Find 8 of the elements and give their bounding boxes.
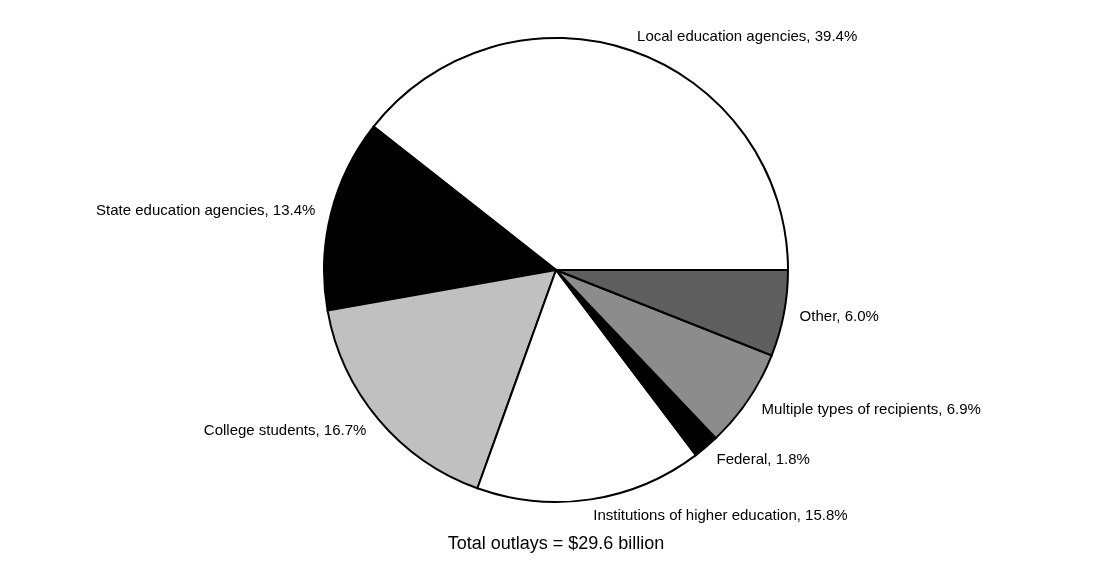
slice-label: Multiple types of recipients, 6.9% xyxy=(761,399,981,417)
slice-label: College students, 16.7% xyxy=(203,420,367,438)
slice-label: Other, 6.0% xyxy=(799,307,879,325)
slice-label: Local education agencies, 39.4% xyxy=(637,26,858,44)
slice-label: State education agencies, 13.4% xyxy=(96,200,316,218)
text: Total outlays = $29.6 billion xyxy=(447,533,665,553)
slice-label: Federal, 1.8% xyxy=(716,450,810,468)
slice-label: Institutions of higher education, 15.8% xyxy=(593,506,848,524)
